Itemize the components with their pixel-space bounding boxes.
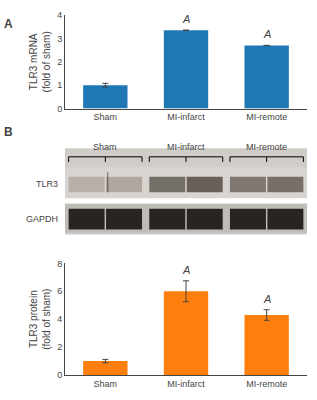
svg-text:MI-infarct: MI-infarct (167, 112, 205, 122)
svg-text:A: A (182, 13, 190, 25)
svg-text:Sham: Sham (93, 142, 117, 152)
svg-text:Sham: Sham (94, 379, 118, 389)
svg-text:TLR3 mRNA(fold of sham): TLR3 mRNA(fold of sham) (28, 31, 52, 92)
svg-text:A: A (4, 17, 13, 31)
svg-text:2: 2 (57, 57, 62, 67)
svg-text:A: A (263, 293, 271, 305)
svg-text:6: 6 (57, 286, 62, 296)
svg-text:TLR3 protein(fold of sham): TLR3 protein(fold of sham) (28, 289, 52, 350)
svg-text:4: 4 (57, 10, 62, 20)
svg-text:8: 8 (57, 259, 62, 269)
svg-text:2: 2 (57, 342, 62, 352)
svg-text:MI-remote: MI-remote (246, 112, 287, 122)
svg-text:0: 0 (57, 104, 62, 114)
svg-text:3: 3 (57, 34, 62, 44)
svg-text:Sham: Sham (94, 112, 118, 122)
svg-text:GAPDH: GAPDH (26, 214, 58, 224)
svg-text:A: A (182, 264, 190, 276)
svg-text:MI-remote: MI-remote (246, 142, 287, 152)
svg-text:1: 1 (57, 80, 62, 90)
svg-text:MI-remote: MI-remote (246, 379, 287, 389)
svg-text:MI-infarct: MI-infarct (167, 379, 205, 389)
svg-text:TLR3: TLR3 (36, 179, 58, 189)
svg-text:A: A (263, 28, 271, 40)
svg-text:B: B (4, 125, 13, 139)
svg-text:4: 4 (57, 314, 62, 324)
svg-text:0: 0 (57, 370, 62, 380)
svg-text:MI-infarct: MI-infarct (167, 142, 205, 152)
